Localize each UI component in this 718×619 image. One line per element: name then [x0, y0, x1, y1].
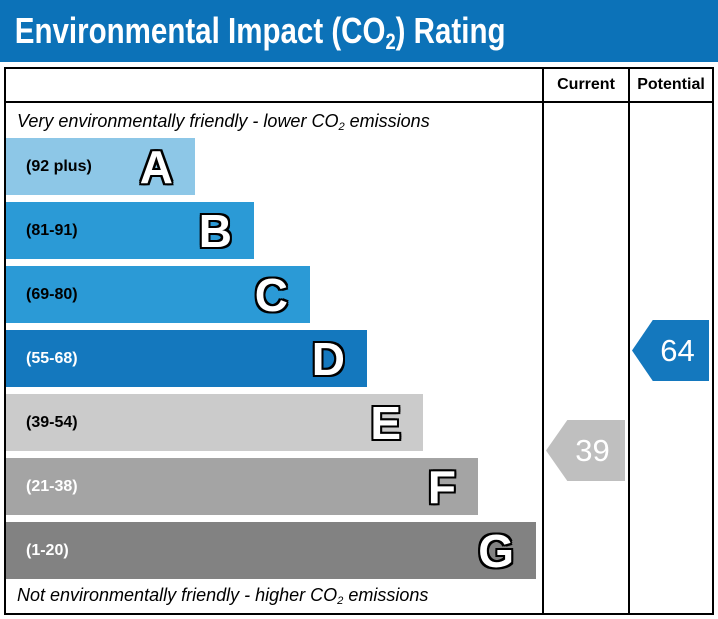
rating-table: Current Potential Very environmentally f… — [4, 67, 714, 615]
current-column-header: Current — [542, 69, 628, 101]
band-letter-g: G — [478, 524, 514, 577]
band-row-b: (81-91) B — [6, 202, 254, 259]
title-bar: Environmental Impact (CO2) Rating — [0, 0, 718, 62]
header-spacer-cell — [6, 69, 542, 101]
bottom-note: Not environmentally friendly - higher CO… — [17, 585, 429, 608]
band-row-f: (21-38) F — [6, 458, 478, 515]
band-row-a: (92 plus) A — [6, 138, 195, 195]
current-rating-arrow: 39 — [546, 420, 625, 481]
band-letter-b: B — [198, 204, 232, 257]
band-row-d: (55-68) D — [6, 330, 367, 387]
current-column: 39 — [542, 103, 628, 613]
current-rating-value: 39 — [575, 432, 610, 468]
band-range-label: (55-68) — [26, 349, 78, 367]
chart-area: Very environmentally friendly - lower CO… — [6, 103, 542, 613]
potential-column: 64 — [628, 103, 712, 613]
band-letter-e: E — [370, 396, 401, 449]
band-range-label: (21-38) — [26, 477, 78, 495]
band-letter-f: F — [427, 460, 456, 513]
band-row-c: (69-80) C — [6, 266, 310, 323]
bottom-note-subscript: 2 — [337, 595, 344, 608]
table-body-row: Very environmentally friendly - lower CO… — [6, 103, 712, 613]
band-range-label: (69-80) — [26, 285, 78, 303]
potential-rating-arrow: 64 — [632, 320, 709, 381]
title-subscript: 2 — [385, 29, 396, 55]
potential-rating-value: 64 — [660, 332, 695, 368]
band-letter-c: C — [254, 268, 288, 321]
table-header-row: Current Potential — [6, 69, 712, 103]
band-range-label: (81-91) — [26, 221, 78, 239]
band-range-label: (39-54) — [26, 413, 78, 431]
band-letter-d: D — [311, 332, 345, 385]
top-note-subscript: 2 — [338, 121, 345, 134]
band-letter-a: A — [139, 140, 173, 193]
page-title: Environmental Impact (CO2) Rating — [14, 10, 506, 55]
band-range-label: (1-20) — [26, 541, 69, 559]
band-row-g: (1-20) G — [6, 522, 536, 579]
band-range-label: (92 plus) — [26, 157, 92, 175]
band-list: (92 plus) A (81-91) B (69-80) C (55-68) … — [6, 138, 542, 586]
potential-column-header: Potential — [628, 69, 712, 101]
band-row-e: (39-54) E — [6, 394, 423, 451]
top-note: Very environmentally friendly - lower CO… — [17, 111, 430, 134]
